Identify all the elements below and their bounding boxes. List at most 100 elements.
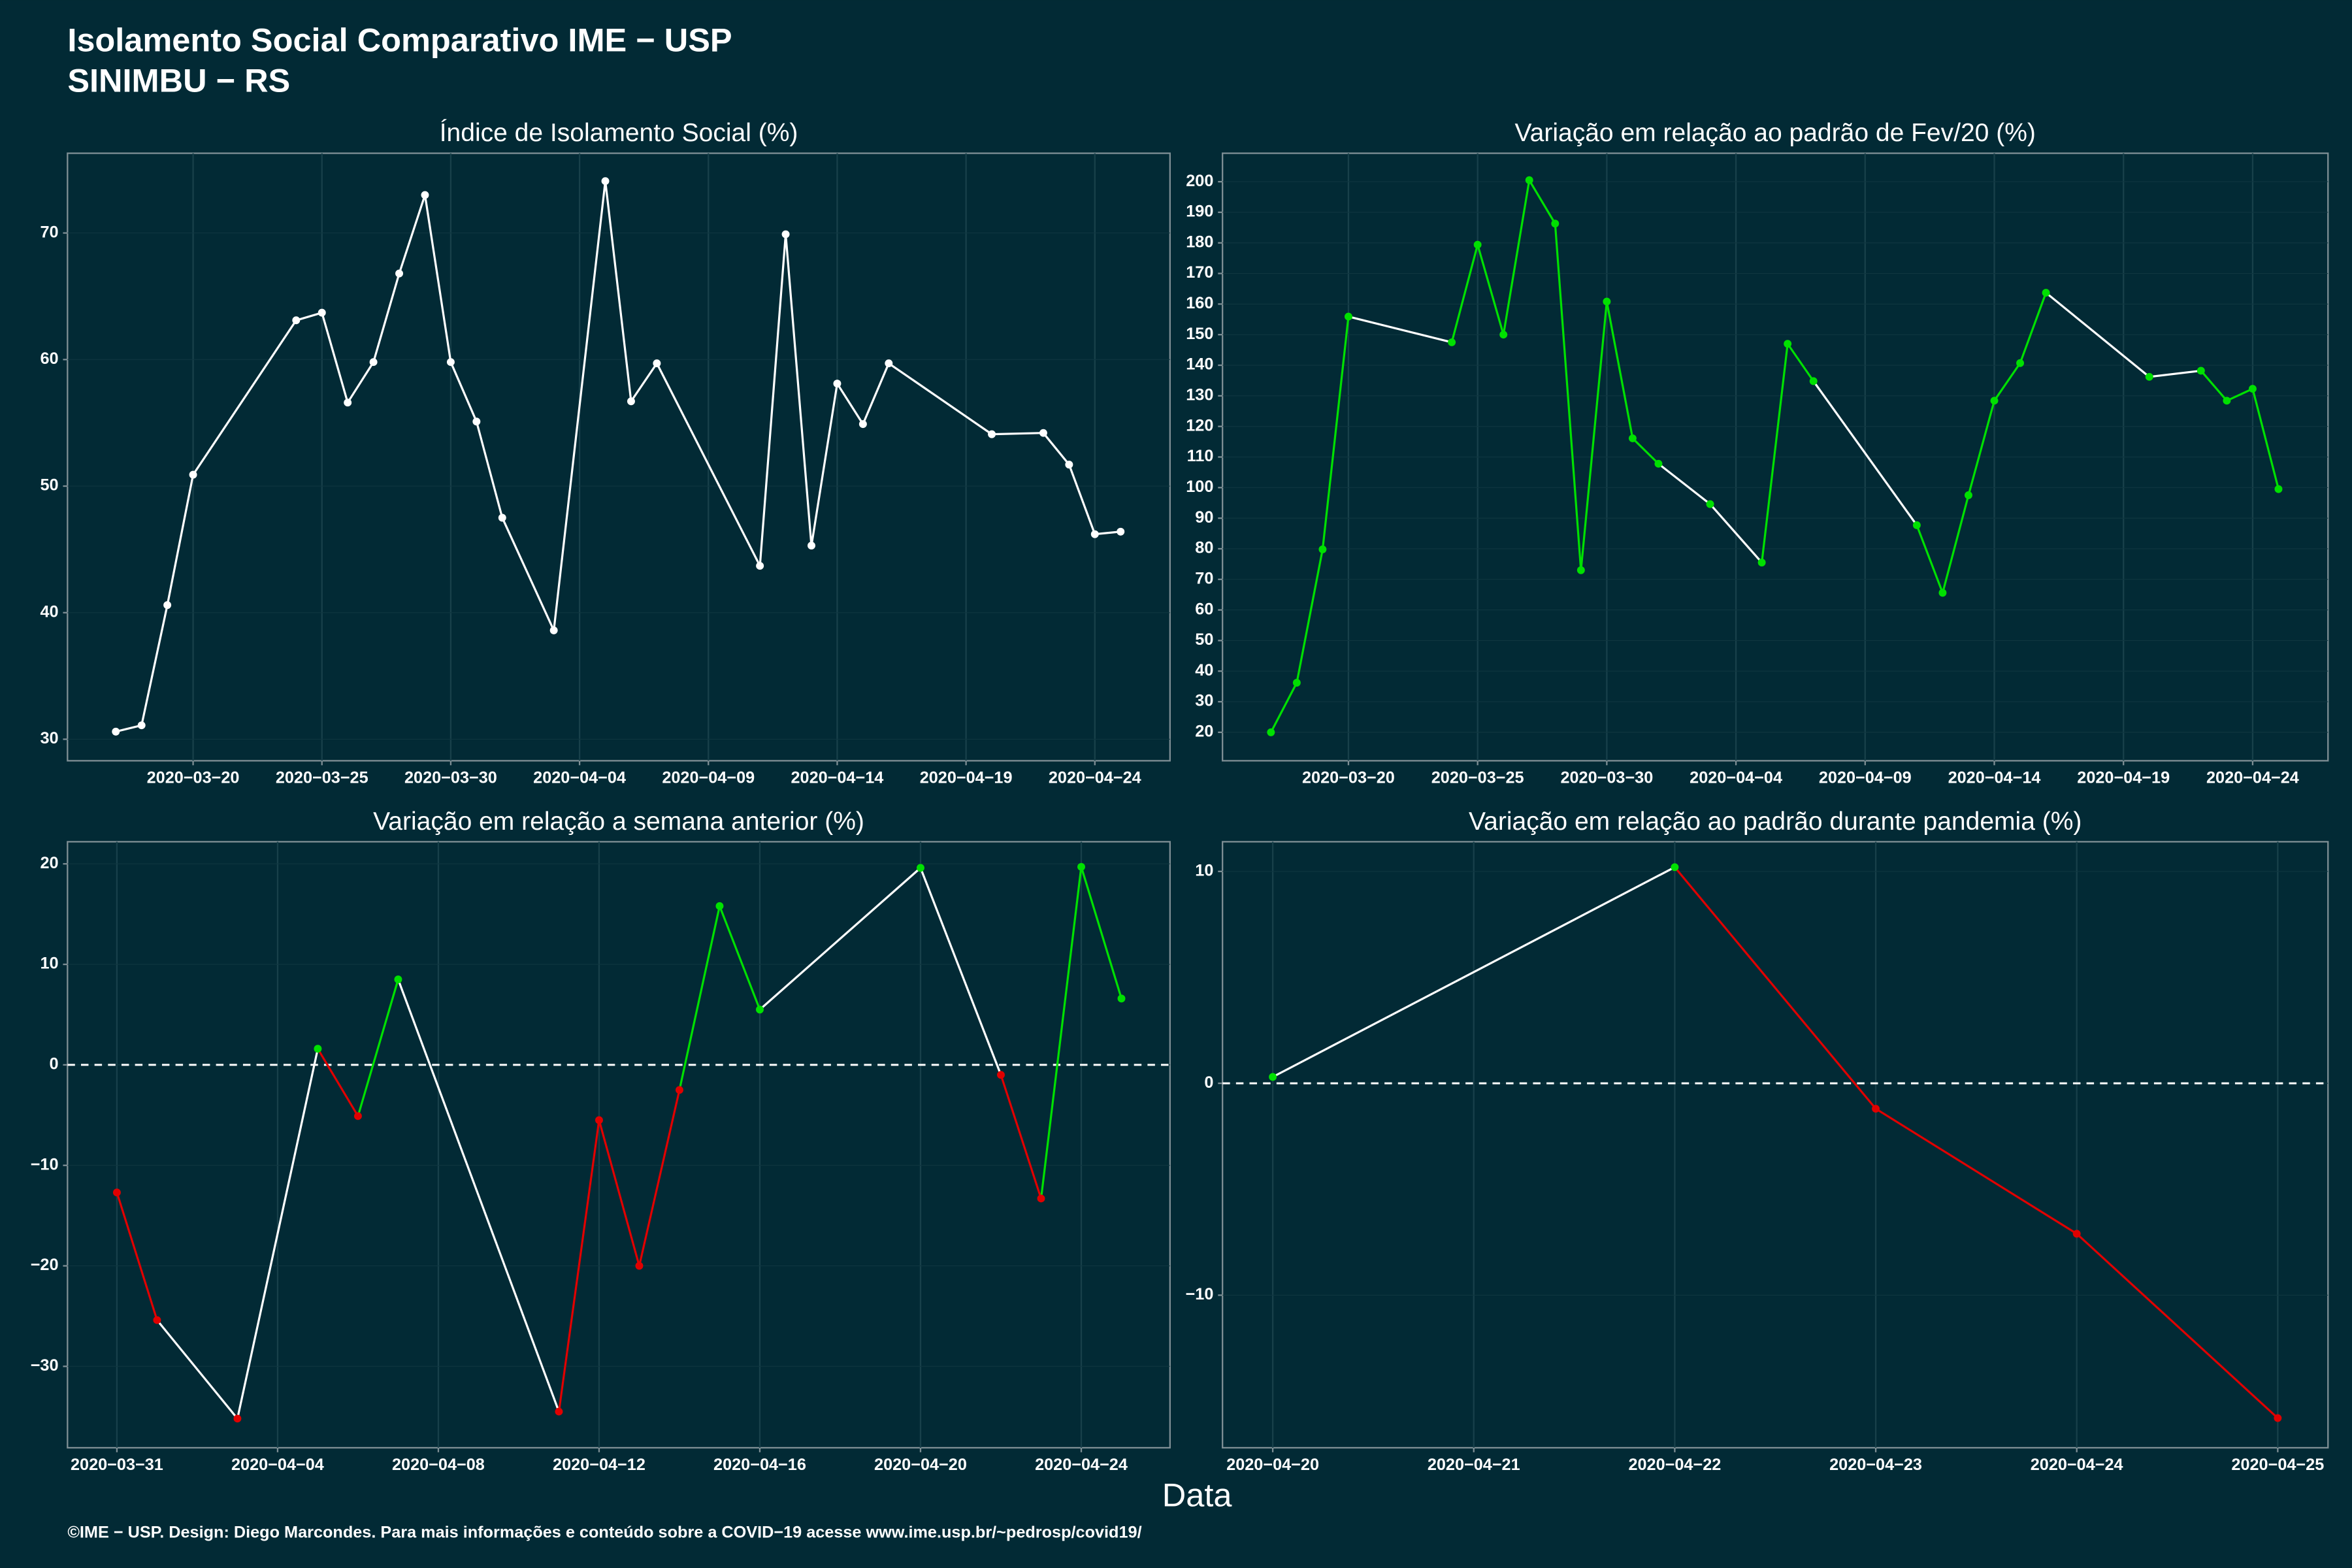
- line-segment: [1812, 380, 1918, 526]
- point: [112, 1188, 121, 1197]
- line-segment: [1674, 866, 1877, 1110]
- x-tick-label: 2020−04−12: [553, 1456, 645, 1474]
- y-tick-label: 20: [40, 854, 58, 872]
- point: [1990, 397, 1999, 405]
- line-segment: [397, 979, 560, 1413]
- line-segment: [2251, 388, 2280, 490]
- subtitle: SINIMBU − RS: [67, 61, 290, 99]
- x-tick-label: 2020−03−25: [276, 769, 368, 787]
- x-tick-label: 2020−04−09: [1819, 769, 1912, 787]
- y-tick-label: −20: [31, 1256, 59, 1274]
- line-segment: [501, 517, 555, 631]
- y-tick-label: 100: [1186, 478, 1213, 496]
- y-tick-label: 70: [40, 223, 58, 241]
- line-segment: [919, 867, 1002, 1075]
- line-segment: [115, 724, 142, 733]
- point: [233, 1414, 242, 1423]
- point: [917, 864, 924, 872]
- panel-title: Índice de Isolamento Social (%): [440, 119, 798, 147]
- point: [555, 1407, 563, 1416]
- point: [421, 191, 429, 199]
- y-tick-label: 60: [1195, 600, 1213, 618]
- panel-title: Variação em relação ao padrão de Fev/20 …: [1515, 119, 2036, 147]
- line-segment: [192, 319, 297, 476]
- point: [137, 721, 146, 730]
- line-segment: [784, 234, 813, 546]
- point: [2145, 372, 2153, 381]
- point: [1344, 312, 1352, 321]
- y-tick-label: 30: [40, 729, 58, 747]
- point: [1603, 297, 1611, 306]
- y-tick-label: 50: [40, 476, 58, 495]
- x-tick-label: 2020−04−19: [2077, 769, 2170, 787]
- line-segment: [678, 906, 721, 1090]
- line-segment: [295, 312, 323, 321]
- line-segment: [630, 363, 658, 402]
- y-tick-label: 140: [1186, 355, 1213, 374]
- line-segment: [888, 362, 992, 435]
- point: [2274, 485, 2283, 493]
- x-tick-label: 2020−04−16: [713, 1456, 806, 1474]
- y-tick-label: 70: [1195, 569, 1213, 587]
- x-tick-label: 2020−03−30: [404, 769, 497, 787]
- line-segment: [116, 1192, 158, 1321]
- y-tick-label: 110: [1187, 447, 1214, 465]
- line-segment: [1269, 682, 1298, 733]
- point: [2042, 289, 2050, 297]
- line-segment: [2226, 387, 2253, 402]
- line-segment: [1502, 180, 1531, 335]
- x-tick-label: 2020−04−09: [662, 769, 755, 787]
- point: [1671, 863, 1679, 872]
- line-segment: [398, 194, 427, 274]
- line-segment: [1080, 866, 1123, 999]
- point: [1912, 521, 1921, 529]
- x-tick-label: 2020−04−23: [1829, 1456, 1922, 1474]
- line-segment: [810, 383, 839, 546]
- point: [675, 1086, 683, 1094]
- line-segment: [321, 312, 349, 403]
- y-tick-label: 150: [1186, 325, 1213, 343]
- line-segment: [1321, 316, 1350, 550]
- panel-title: Variação em relação ao padrão durante pa…: [1469, 808, 2082, 836]
- y-tick-label: 10: [40, 955, 58, 973]
- line-segment: [346, 361, 374, 404]
- point: [601, 177, 610, 186]
- line-segment: [475, 421, 504, 518]
- line-segment: [604, 180, 632, 402]
- point: [472, 417, 481, 426]
- x-tick-label: 2020−04−08: [392, 1456, 485, 1474]
- point: [314, 1045, 322, 1053]
- point: [1964, 491, 1972, 499]
- point: [1269, 1073, 1277, 1081]
- point: [627, 397, 635, 406]
- line-segment: [1450, 244, 1479, 343]
- line-segment: [372, 273, 400, 363]
- line-segment: [1967, 400, 1996, 496]
- line-segment: [1916, 525, 1944, 593]
- y-tick-label: 20: [1195, 723, 1213, 741]
- point: [1654, 459, 1663, 468]
- x-tick-label: 2020−04−14: [791, 769, 884, 787]
- line-segment: [1605, 301, 1634, 439]
- point: [2274, 1414, 2282, 1422]
- x-tick-label: 2020−03−20: [147, 769, 240, 787]
- line-segment: [1348, 316, 1452, 344]
- panel-title: Variação em relação a semana anterior (%…: [373, 808, 864, 836]
- line-segment: [1580, 301, 1608, 570]
- line-segment: [992, 432, 1043, 436]
- point: [1784, 340, 1792, 348]
- x-tick-label: 2020−04−20: [1226, 1456, 1319, 1474]
- line-segment: [317, 1048, 359, 1117]
- line-segment: [1039, 866, 1083, 1199]
- y-tick-label: 80: [1195, 539, 1213, 557]
- point: [369, 358, 378, 367]
- line-segment: [2076, 1233, 2279, 1419]
- line-segment: [1786, 343, 1815, 382]
- title: Isolamento Social Comparativo IME − USP: [67, 21, 732, 58]
- point: [394, 975, 402, 984]
- panel: [67, 841, 1171, 1449]
- point: [1318, 545, 1327, 553]
- point: [318, 308, 326, 317]
- line-segment: [1875, 1107, 2078, 1235]
